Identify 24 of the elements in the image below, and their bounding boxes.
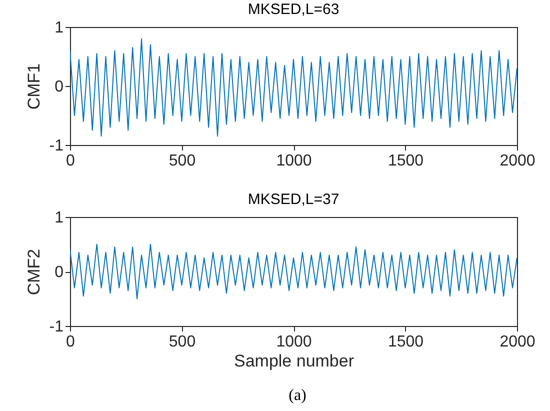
y-tick-label: 0 — [54, 264, 64, 281]
chart-title: MKSED,L=63 — [248, 1, 340, 18]
line-series — [70, 38, 517, 137]
x-tick-label: 2000 — [500, 152, 536, 170]
x-axis-title: Sample number — [234, 352, 354, 370]
x-tick-label: 2000 — [500, 334, 536, 350]
x-tick-label: 0 — [66, 152, 76, 170]
text: (a) — [288, 387, 308, 405]
x-tick-label: 1500 — [388, 152, 424, 170]
x-tick-label: 500 — [168, 334, 196, 350]
line-series — [70, 244, 517, 300]
x-tick-label: 500 — [168, 152, 196, 170]
x-tick-label: 1000 — [276, 152, 312, 170]
y-tick-label: 1 — [54, 210, 64, 226]
y-tick-label: -1 — [49, 138, 64, 154]
y-tick-label: 0 — [54, 78, 64, 96]
y-tick-label: -1 — [49, 318, 64, 336]
x-tick-label: 1000 — [276, 334, 312, 350]
x-tick-label: 1500 — [388, 334, 424, 350]
chart-title: MKSED,L=37 — [248, 191, 340, 208]
y-axis-title: CMF1 — [24, 63, 44, 110]
y-axis-title: CMF2 — [24, 248, 44, 296]
y-tick-label: 1 — [54, 20, 64, 36]
x-tick-label: 0 — [66, 334, 76, 350]
